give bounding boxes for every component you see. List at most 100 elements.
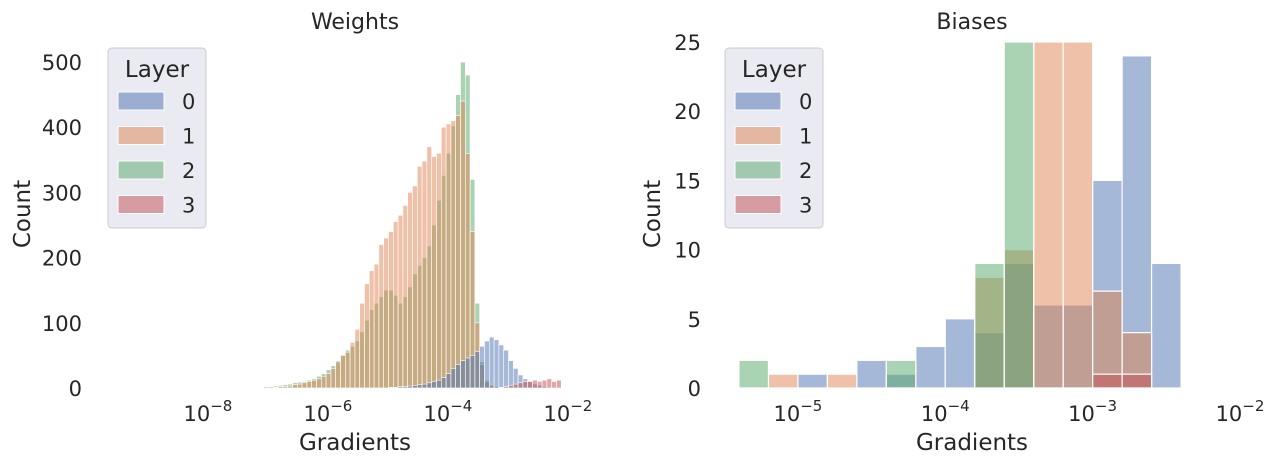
- x-tick-label: 10−6: [303, 397, 352, 426]
- y-tick-label: 10: [674, 239, 701, 263]
- bar: [378, 244, 384, 389]
- bar: [412, 185, 418, 389]
- bar: [498, 344, 504, 389]
- legend-swatch: [734, 195, 782, 214]
- legend-swatch: [117, 91, 165, 111]
- bar: [253, 387, 260, 389]
- legend-swatch: [734, 126, 782, 145]
- y-tick-label: 500: [42, 51, 82, 75]
- y-axis-label: Count: [10, 180, 36, 248]
- x-tick-label: 10−8: [183, 397, 232, 426]
- tick-base: 10: [921, 402, 948, 426]
- bar: [556, 379, 562, 389]
- bar: [460, 360, 466, 389]
- bar: [301, 382, 308, 389]
- tick-base: 10: [423, 402, 450, 426]
- bar: [416, 166, 423, 389]
- bar: [1003, 41, 1035, 389]
- tick-exponent: −3: [1095, 397, 1117, 415]
- bar: [488, 336, 495, 389]
- y-tick-label: 0: [69, 377, 82, 401]
- legend-swatch: [734, 160, 782, 180]
- tick-base: 10: [303, 402, 330, 426]
- bar: [311, 379, 317, 389]
- legend-swatch: [734, 91, 782, 111]
- legend-swatch: [117, 160, 165, 180]
- bar: [503, 349, 509, 389]
- x-tick-label: 10−2: [543, 397, 592, 426]
- y-tick-label: 5: [688, 308, 701, 332]
- bar: [316, 378, 322, 389]
- bar: [436, 379, 442, 389]
- bar: [1062, 41, 1094, 389]
- bar: [436, 153, 442, 389]
- x-tick-label: 10−2: [1216, 397, 1265, 426]
- bar: [738, 359, 770, 389]
- bar: [325, 373, 332, 389]
- tick-base: 10: [543, 402, 570, 426]
- bar: [797, 373, 828, 389]
- bar: [944, 318, 976, 389]
- x-tick-label: 10−3: [1068, 397, 1117, 426]
- x-axis-label: Gradients: [916, 430, 1028, 456]
- bar: [402, 205, 408, 389]
- bar: [416, 384, 423, 389]
- bar: [464, 153, 471, 389]
- bar: [345, 351, 351, 389]
- tick-base: 10: [183, 402, 210, 426]
- bar: [474, 351, 480, 389]
- bar: [522, 381, 528, 389]
- bar: [479, 345, 485, 389]
- tick-exponent: −2: [570, 397, 592, 415]
- bar: [263, 386, 269, 389]
- bar: [273, 387, 279, 389]
- bar: [426, 382, 432, 389]
- bar: [1092, 373, 1123, 389]
- bar: [330, 368, 337, 389]
- bar: [532, 379, 538, 389]
- bar: [412, 385, 418, 389]
- legend: Layer 0 1 2 3: [724, 47, 824, 229]
- y-tick-label: 0: [688, 377, 701, 401]
- legend: Layer 0 1 2 3: [107, 47, 207, 229]
- bar: [469, 355, 476, 389]
- bar: [440, 126, 447, 389]
- bar: [335, 361, 341, 389]
- bar: [455, 115, 461, 389]
- y-axis-ticks: 0 100 200 300 400 500: [42, 51, 82, 401]
- y-tick-label: 100: [42, 312, 82, 336]
- bar: [431, 156, 437, 389]
- legend-item-2: 2: [734, 159, 812, 183]
- legend-item-3: 3: [117, 194, 195, 218]
- bar: [407, 192, 413, 389]
- bar: [421, 383, 428, 389]
- bar: [354, 329, 361, 389]
- tick-exponent: −2: [1242, 397, 1264, 415]
- legend-item-1: 1: [734, 125, 812, 149]
- bar: [856, 359, 887, 389]
- bar: [321, 375, 327, 389]
- tick-exponent: −6: [330, 397, 352, 415]
- legend-item-2: 2: [117, 159, 195, 183]
- bar: [1150, 262, 1182, 389]
- legend-label: 2: [182, 159, 195, 183]
- bar: [392, 221, 399, 389]
- bar: [388, 231, 394, 389]
- series-3: [498, 378, 562, 389]
- bar: [258, 387, 265, 389]
- tick-base: 10: [1216, 402, 1243, 426]
- y-tick-label: 15: [674, 169, 701, 193]
- bar: [397, 214, 404, 389]
- tick-base: 10: [773, 402, 800, 426]
- x-axis-ticks: 10−8 10−6 10−4 10−2: [183, 397, 592, 426]
- bar: [445, 123, 452, 389]
- legend-item-1: 1: [117, 125, 195, 149]
- y-axis-label: Count: [640, 180, 666, 248]
- bar: [402, 386, 408, 389]
- bar: [546, 378, 552, 389]
- bar: [349, 342, 356, 389]
- bar: [397, 386, 404, 389]
- bar: [464, 357, 471, 389]
- series-3: [1092, 373, 1153, 389]
- bar: [1092, 290, 1123, 389]
